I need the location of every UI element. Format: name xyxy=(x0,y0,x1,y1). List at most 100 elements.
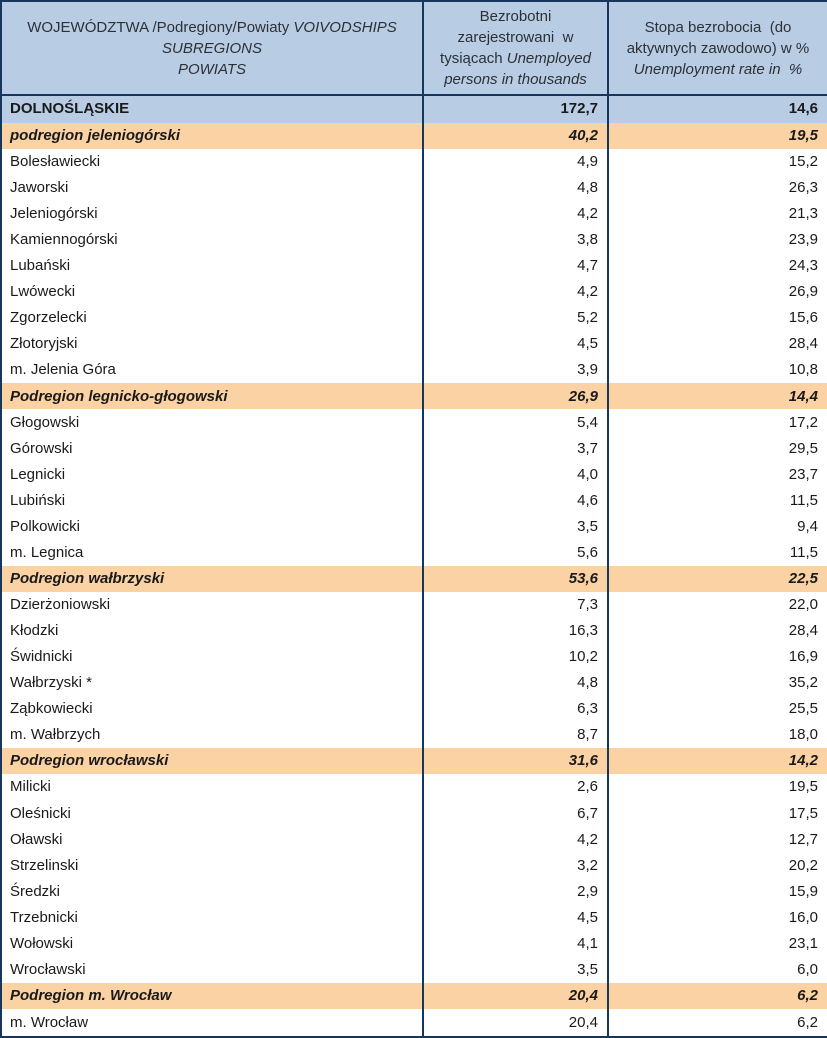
table-row: Podregion wrocławski 31,6 14,2 xyxy=(1,748,827,775)
row-name: m. Wrocław xyxy=(1,1008,423,1037)
header-col-region: WOJEWÓDZTWA /Podregiony/Powiaty VOIVODSH… xyxy=(1,1,423,96)
table-row: Kłodzki 16,3 28,4 xyxy=(1,617,827,644)
header-rate-line1: Stopa bezrobocia (do xyxy=(644,18,792,36)
table-row: Trzebnicki 4,5 16,0 xyxy=(1,904,827,931)
table-row: Strzelinski 3,2 20,2 xyxy=(1,852,827,879)
row-rate: 35,2 xyxy=(607,670,827,697)
row-rate: 15,2 xyxy=(607,148,827,175)
row-name: Trzebnicki xyxy=(1,904,423,931)
row-unemployed: 4,0 xyxy=(422,461,608,488)
row-unemployed: 10,2 xyxy=(422,643,608,671)
header-region-pl: WOJEWÓDZTWA /Podregiony/Powiaty xyxy=(27,18,290,36)
row-unemployed: 4,9 xyxy=(422,148,608,175)
row-unemployed: 16,3 xyxy=(422,617,608,644)
header-unemployed-pl: tysiącach xyxy=(440,50,503,67)
table-row: Bolesławiecki 4,9 15,2 xyxy=(1,148,827,175)
row-unemployed: 2,6 xyxy=(422,774,608,801)
table-row: Oławski 4,2 12,7 xyxy=(1,826,827,853)
row-rate: 28,4 xyxy=(607,617,827,644)
table-row: m. Wrocław 20,4 6,2 xyxy=(1,1008,827,1037)
row-name: Głogowski xyxy=(1,409,423,436)
row-name: Kamiennogórski xyxy=(1,226,423,254)
row-rate: 16,0 xyxy=(607,904,827,931)
row-unemployed: 3,5 xyxy=(422,513,608,540)
row-unemployed: 4,2 xyxy=(422,200,608,227)
row-unemployed: 5,6 xyxy=(422,539,608,566)
row-name: m. Wałbrzych xyxy=(1,722,423,749)
table-row: m. Wałbrzych 8,7 18,0 xyxy=(1,722,827,749)
table-row: Lubański 4,7 24,3 xyxy=(1,253,827,280)
table-row: Dzierżoniowski 7,3 22,0 xyxy=(1,591,827,618)
row-unemployed: 4,2 xyxy=(422,826,608,853)
row-unemployed: 20,4 xyxy=(422,1008,608,1037)
row-name: Dzierżoniowski xyxy=(1,591,423,618)
row-rate: 23,1 xyxy=(607,930,827,957)
row-rate: 29,5 xyxy=(607,435,827,462)
row-name: DOLNOŚLĄSKIE xyxy=(1,95,423,123)
table-row: podregion jeleniogórski 40,2 19,5 xyxy=(1,122,827,149)
row-unemployed: 5,2 xyxy=(422,305,608,332)
row-unemployed: 3,2 xyxy=(422,852,608,879)
header-region-en2: SUBREGIONS xyxy=(161,39,263,57)
header-rate-line3: Unemployment rate in % xyxy=(633,60,803,78)
row-rate: 6,0 xyxy=(607,956,827,983)
row-rate: 19,5 xyxy=(607,774,827,801)
table-row: Średzki 2,9 15,9 xyxy=(1,878,827,905)
table-row: Jaworski 4,8 26,3 xyxy=(1,174,827,201)
row-unemployed: 4,6 xyxy=(422,487,608,514)
table-row: Górowski 3,7 29,5 xyxy=(1,435,827,462)
row-unemployed: 40,2 xyxy=(422,122,608,149)
table-row: Jeleniogórski 4,2 21,3 xyxy=(1,200,827,227)
row-rate: 10,8 xyxy=(607,357,827,384)
row-rate: 17,2 xyxy=(607,409,827,436)
row-rate: 16,9 xyxy=(607,643,827,671)
row-rate: 12,7 xyxy=(607,826,827,853)
row-unemployed: 4,2 xyxy=(422,279,608,306)
row-name: Polkowicki xyxy=(1,513,423,540)
header-unemployed-line3: tysiącach Unemployed xyxy=(430,48,601,69)
row-name: Milicki xyxy=(1,774,423,801)
row-unemployed: 3,5 xyxy=(422,956,608,983)
table-row: Oleśnicki 6,7 17,5 xyxy=(1,800,827,827)
header-unemployed-line1: Bezrobotni xyxy=(479,8,552,25)
row-name: Podregion m. Wrocław xyxy=(1,982,423,1009)
table-row: Zgorzelecki 5,2 15,6 xyxy=(1,305,827,332)
row-name: Oleśnicki xyxy=(1,800,423,827)
row-rate: 26,3 xyxy=(607,174,827,201)
row-unemployed: 4,1 xyxy=(422,930,608,957)
row-rate: 23,9 xyxy=(607,226,827,254)
row-unemployed: 4,8 xyxy=(422,670,608,697)
row-rate: 25,5 xyxy=(607,696,827,723)
header-region-en3: POWIATS xyxy=(177,60,247,78)
row-rate: 14,2 xyxy=(607,748,827,775)
row-rate: 19,5 xyxy=(607,122,827,149)
row-name: Podregion wrocławski xyxy=(1,748,423,775)
row-name: Górowski xyxy=(1,435,423,462)
row-name: m. Legnica xyxy=(1,539,423,566)
row-unemployed: 4,5 xyxy=(422,331,608,358)
header-region-line1: WOJEWÓDZTWA /Podregiony/Powiaty VOIVODSH… xyxy=(8,17,416,38)
row-rate: 17,5 xyxy=(607,800,827,827)
row-rate: 6,2 xyxy=(607,1008,827,1037)
header-rate-line2: aktywnych zawodowo) w % xyxy=(626,39,810,57)
row-unemployed: 3,9 xyxy=(422,357,608,384)
row-rate: 15,9 xyxy=(607,878,827,905)
table-row: Podregion wałbrzyski 53,6 22,5 xyxy=(1,565,827,592)
row-rate: 9,4 xyxy=(607,513,827,540)
row-name: Średzki xyxy=(1,878,423,905)
row-name: Strzelinski xyxy=(1,852,423,879)
row-rate: 22,0 xyxy=(607,591,827,618)
row-name: Wrocławski xyxy=(1,956,423,983)
row-unemployed: 8,7 xyxy=(422,722,608,749)
row-unemployed: 31,6 xyxy=(422,748,608,775)
row-rate: 6,2 xyxy=(607,982,827,1009)
row-unemployed: 3,8 xyxy=(422,226,608,254)
table-header-row: WOJEWÓDZTWA /Podregiony/Powiaty VOIVODSH… xyxy=(1,1,827,96)
row-rate: 11,5 xyxy=(607,539,827,566)
row-name: Kłodzki xyxy=(1,617,423,644)
row-unemployed: 7,3 xyxy=(422,591,608,618)
row-name: Podregion wałbrzyski xyxy=(1,565,423,592)
table-header: WOJEWÓDZTWA /Podregiony/Powiaty VOIVODSH… xyxy=(1,1,827,96)
row-rate: 28,4 xyxy=(607,331,827,358)
